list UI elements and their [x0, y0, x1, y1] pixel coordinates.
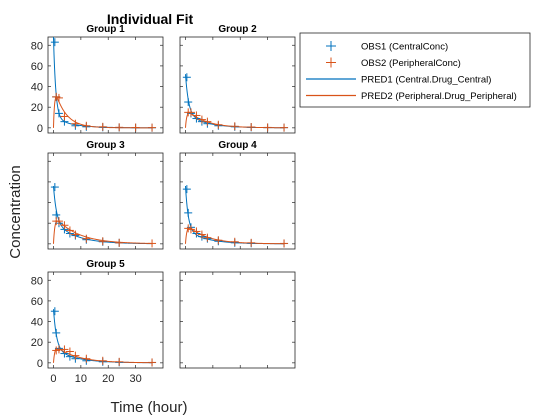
subplot-title: Group 4	[218, 140, 257, 151]
subplot-4: Group 4	[179, 140, 296, 250]
legend-label: PRED1 (Central.Drug_Central)	[361, 75, 491, 86]
obs2-point	[148, 239, 157, 248]
obs2-point	[82, 354, 91, 363]
obs2-point	[192, 111, 201, 120]
obs2-point	[82, 121, 91, 130]
subplot-title: Group 3	[86, 140, 125, 151]
obs1-point	[184, 208, 193, 217]
obs2-point	[247, 123, 256, 132]
y-axis-label: Concentration	[7, 165, 24, 258]
obs2-point	[54, 93, 63, 102]
y-tick-label: 60	[31, 296, 43, 308]
y-tick-label: 40	[31, 82, 43, 94]
obs2-point	[263, 123, 272, 132]
obs2-point	[98, 237, 107, 246]
obs1-point	[50, 307, 59, 316]
subplot-title: Group 1	[86, 24, 125, 35]
obs2-point	[115, 238, 124, 247]
obs2-point	[98, 356, 107, 365]
obs2-point	[203, 117, 212, 126]
axes-box	[179, 36, 296, 134]
obs2-point	[60, 112, 69, 121]
axes-box	[47, 152, 164, 250]
x-tick-label: 20	[102, 373, 114, 385]
subplot-2: Group 2	[179, 24, 296, 134]
obs2-point	[65, 347, 74, 356]
obs2-point	[192, 227, 201, 236]
obs2-point	[230, 122, 239, 131]
obs2-point	[65, 226, 74, 235]
obs2-point	[280, 239, 289, 248]
x-tick-label: 0	[50, 373, 56, 385]
axes-box	[179, 271, 296, 369]
obs2-point	[98, 122, 107, 131]
axes-box	[47, 36, 164, 134]
obs1-point	[184, 98, 193, 107]
obs2-point	[214, 236, 223, 245]
obs1-point	[50, 38, 59, 47]
obs2-point	[197, 115, 206, 124]
figure-title: Individual Fit	[107, 11, 194, 27]
subplot-1: 0 20 40 60 80 Group 1	[31, 24, 164, 135]
subplot-title: Group 2	[218, 24, 257, 35]
obs2-point	[60, 221, 69, 230]
legend: OBS1 (CentralConc) OBS2 (PeripheralConc) P…	[299, 32, 531, 108]
legend-label: PRED2 (Peripheral.Drug_Peripheral)	[361, 91, 517, 102]
obs2-point	[247, 238, 256, 247]
axes-box	[179, 152, 296, 250]
obs2-point	[82, 234, 91, 243]
subplot-5: 0 10 20 30 0 20 40 60 80 Group 5	[31, 259, 164, 385]
obs1-point	[54, 109, 63, 118]
obs2-point	[60, 345, 69, 354]
obs1-point	[50, 183, 59, 192]
obs2-point	[71, 119, 80, 128]
legend-item: OBS1 (CentralConc)	[326, 41, 448, 53]
x-tick-label: 30	[129, 373, 141, 385]
obs1-point	[182, 73, 191, 82]
subplot-title: Group 5	[86, 259, 125, 270]
axes-box	[47, 271, 164, 369]
y-tick-label: 60	[31, 61, 43, 73]
y-tick-label: 20	[31, 102, 43, 114]
obs2-point	[54, 217, 63, 226]
x-tick-label: 10	[75, 373, 87, 385]
obs1-point	[52, 328, 61, 337]
y-tick-label: 0	[37, 358, 43, 370]
legend-label: OBS1 (CentralConc)	[361, 42, 448, 53]
y-tick-label: 40	[31, 317, 43, 329]
legend-item: PRED1 (Central.Drug_Central)	[306, 75, 491, 86]
obs2-point	[230, 237, 239, 246]
obs2-point	[131, 123, 140, 132]
y-tick-label: 80	[31, 40, 43, 52]
obs2-point	[280, 123, 289, 132]
subplot-6	[179, 271, 296, 369]
subplot-3: Group 3	[47, 140, 164, 250]
obs2-point	[197, 230, 206, 239]
legend-item: OBS2 (PeripheralConc)	[326, 57, 461, 69]
obs2-point	[71, 230, 80, 239]
subplot-grid: 0 20 40 60 80 Group 1 Group 2 Group 3 Group 4 0 10…	[31, 24, 296, 385]
obs2-point	[148, 123, 157, 132]
legend-box	[299, 32, 531, 108]
y-tick-label: 80	[31, 275, 43, 287]
y-tick-label: 0	[37, 123, 43, 135]
x-axis-label: Time (hour)	[111, 399, 188, 416]
obs2-point	[71, 351, 80, 360]
obs2-point	[115, 123, 124, 132]
obs2-point	[203, 233, 212, 242]
obs1-point	[182, 185, 191, 194]
obs2-point	[214, 120, 223, 129]
obs2-point	[186, 225, 195, 234]
obs2-point	[115, 357, 124, 366]
y-tick-label: 20	[31, 337, 43, 349]
legend-item: PRED2 (Peripheral.Drug_Peripheral)	[306, 91, 517, 102]
legend-label: OBS2 (PeripheralConc)	[361, 58, 461, 69]
obs2-point	[186, 108, 195, 117]
obs2-point	[148, 358, 157, 367]
